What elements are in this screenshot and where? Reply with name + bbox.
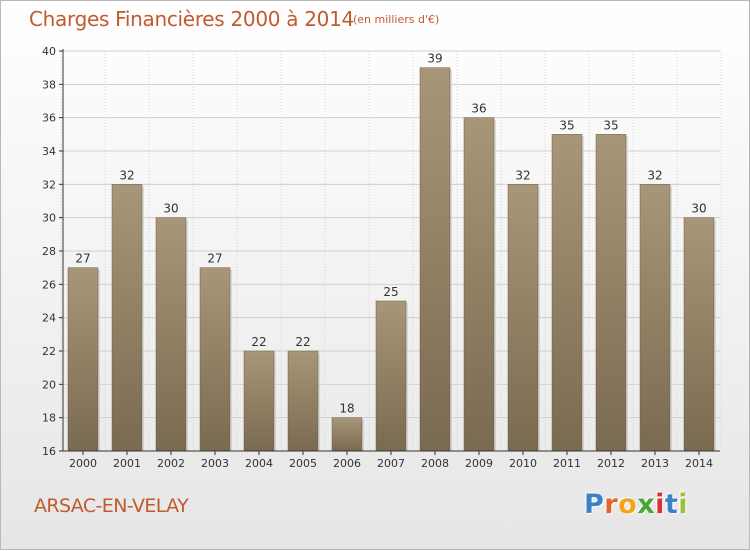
x-tick-label: 2010 bbox=[509, 457, 537, 470]
x-tick-label: 2003 bbox=[201, 457, 229, 470]
chart-title: Charges Financières 2000 à 2014 bbox=[29, 7, 354, 31]
bar bbox=[331, 417, 363, 452]
bar-value-label: 30 bbox=[691, 202, 706, 216]
bar bbox=[111, 184, 143, 452]
bar-value-label: 32 bbox=[119, 168, 134, 182]
y-tick-label: 32 bbox=[42, 178, 56, 191]
commune-name: ARSAC-EN-VELAY bbox=[34, 495, 189, 517]
x-tick-label: 2002 bbox=[157, 457, 185, 470]
logo-letter: o bbox=[618, 489, 638, 520]
y-tick-label: 34 bbox=[42, 145, 56, 158]
x-tick-label: 2009 bbox=[465, 457, 493, 470]
bar-value-label: 35 bbox=[603, 118, 618, 132]
x-tick-label: 2001 bbox=[113, 457, 141, 470]
logo-letter: r bbox=[604, 489, 619, 520]
bar-value-label: 27 bbox=[75, 252, 90, 266]
bar-value-label: 36 bbox=[471, 102, 486, 116]
x-tick-label: 2007 bbox=[377, 457, 405, 470]
bar bbox=[419, 67, 451, 452]
logo-text: Proxiti bbox=[584, 489, 694, 520]
y-tick-label: 16 bbox=[42, 445, 56, 458]
x-tick-label: 2011 bbox=[553, 457, 581, 470]
logo-letter: x bbox=[637, 489, 656, 520]
y-tick-label: 26 bbox=[42, 278, 56, 291]
bar-value-label: 32 bbox=[647, 168, 662, 182]
y-tick-label: 20 bbox=[42, 378, 56, 391]
bar-value-label: 25 bbox=[383, 285, 398, 299]
bar-value-label: 35 bbox=[559, 118, 574, 132]
bar-value-label: 39 bbox=[427, 52, 442, 66]
bar-value-label: 22 bbox=[295, 335, 310, 349]
y-tick-label: 28 bbox=[42, 245, 56, 258]
bar bbox=[287, 350, 319, 452]
y-tick-label: 36 bbox=[42, 112, 56, 125]
y-tick-label: 22 bbox=[42, 345, 56, 358]
x-tick-label: 2012 bbox=[597, 457, 625, 470]
bar-value-label: 27 bbox=[207, 252, 222, 266]
bar bbox=[375, 300, 407, 452]
x-tick-label: 2008 bbox=[421, 457, 449, 470]
logo-letter: t bbox=[664, 489, 679, 520]
x-tick-label: 2013 bbox=[641, 457, 669, 470]
logo-letter: i bbox=[655, 489, 665, 520]
x-tick-label: 2014 bbox=[685, 457, 713, 470]
x-tick-label: 2004 bbox=[245, 457, 273, 470]
bar-value-label: 32 bbox=[515, 168, 530, 182]
bar bbox=[199, 267, 231, 452]
y-tick-label: 40 bbox=[42, 45, 56, 58]
y-tick-label: 24 bbox=[42, 312, 56, 325]
logo-letter: P bbox=[584, 489, 605, 520]
bar bbox=[595, 134, 627, 452]
bar bbox=[639, 184, 671, 452]
y-tick-label: 18 bbox=[42, 412, 56, 425]
bar-value-label: 18 bbox=[339, 402, 354, 416]
bar bbox=[507, 184, 539, 452]
axes bbox=[59, 49, 720, 455]
chart-unit-label: (en milliers d'€) bbox=[353, 13, 440, 26]
labels: 16 18 20 22 24 26 28 30 32 34 36 38 40 27 2000 32 2001 30… bbox=[42, 45, 713, 470]
bar bbox=[551, 134, 583, 452]
bar bbox=[243, 350, 275, 452]
bar bbox=[67, 267, 99, 452]
y-tick-label: 38 bbox=[42, 78, 56, 91]
bars bbox=[67, 67, 716, 452]
x-tick-label: 2006 bbox=[333, 457, 361, 470]
bar-value-label: 30 bbox=[163, 202, 178, 216]
bar-value-label: 22 bbox=[251, 335, 266, 349]
bar bbox=[155, 217, 187, 452]
bar bbox=[683, 217, 715, 452]
x-tick-label: 2005 bbox=[289, 457, 317, 470]
y-tick-label: 30 bbox=[42, 212, 56, 225]
x-tick-label: 2000 bbox=[69, 457, 97, 470]
logo-letter: i bbox=[678, 489, 689, 520]
proxiti-logo[interactable]: Proxiti bbox=[584, 489, 694, 525]
bar bbox=[463, 117, 495, 452]
